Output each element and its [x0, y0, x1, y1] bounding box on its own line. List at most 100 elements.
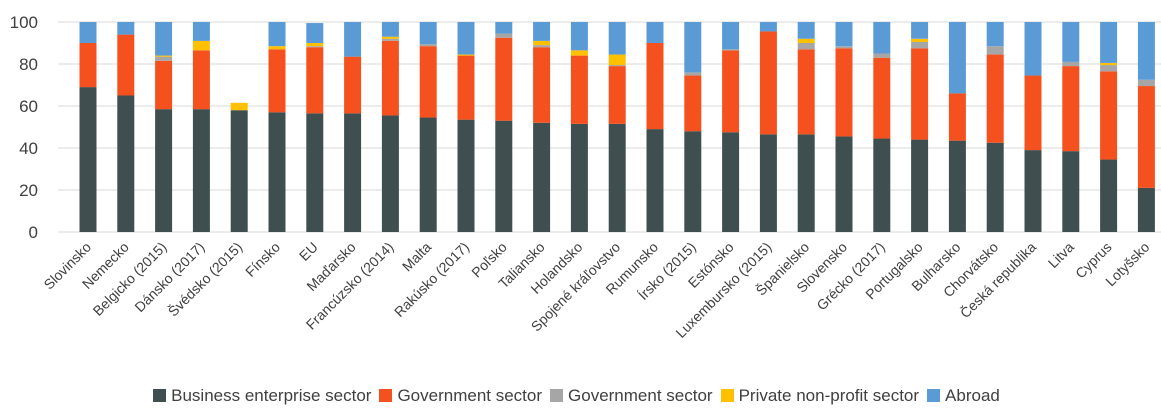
bar-segment [570, 50, 588, 56]
legend-swatch [379, 389, 393, 402]
bar-segment [457, 119, 475, 232]
x-tick-label: EU [296, 239, 321, 264]
bar-segment [873, 57, 891, 139]
y-tick-label: 60 [19, 97, 38, 116]
bar-segment [1100, 159, 1118, 232]
bar-segment [911, 139, 929, 232]
bar-segment [306, 46, 324, 48]
bar-segment [835, 48, 853, 137]
x-tick-label: Malta [399, 239, 435, 275]
bar-segment [986, 54, 1004, 143]
bar-segment [911, 22, 929, 39]
x-tick-label: Litva [1045, 239, 1077, 271]
bar-segment [986, 46, 1004, 55]
bar-segment [344, 56, 362, 114]
bar-segment [419, 22, 437, 45]
bar-segment [79, 43, 97, 88]
bar-segment [268, 46, 286, 50]
bar-segment [344, 113, 362, 232]
legend-item: Private non-profit sector [720, 386, 919, 406]
bar-segment [1024, 150, 1042, 232]
legend-item: Government sector [550, 386, 713, 406]
bar-segment [1137, 187, 1155, 232]
bar-segment [495, 33, 513, 38]
bar-segment [192, 109, 210, 232]
legend-swatch [550, 389, 564, 402]
bar-segment [1137, 79, 1155, 87]
bar-segment [419, 44, 437, 47]
bar-segment [948, 22, 966, 94]
bar-segment [797, 22, 815, 39]
bar-segment [268, 22, 286, 47]
bar-segment [230, 110, 248, 232]
bar-segment [457, 55, 475, 120]
bar-segment [873, 53, 891, 58]
bar-segment [835, 46, 853, 49]
bar-segment [759, 31, 777, 135]
bar-segment [759, 22, 777, 32]
bar-segment [155, 22, 173, 56]
bar-segment [646, 22, 664, 43]
bar-segment [457, 54, 475, 56]
bar-segment [948, 93, 966, 141]
legend-item: Government sector [379, 386, 542, 406]
bar-segment [306, 43, 324, 47]
y-tick-label: 20 [19, 181, 38, 200]
x-tick-label: Fínsko [242, 239, 283, 280]
bar-segment [533, 47, 551, 123]
bar-segment [948, 140, 966, 232]
bar-segment [722, 49, 740, 51]
bar-segment [684, 75, 702, 132]
bar-segment [1062, 151, 1080, 232]
legend-label: Business enterprise sector [171, 386, 372, 405]
bar-segment [759, 134, 777, 232]
bar-segment [117, 34, 135, 96]
bar-segment [1137, 22, 1155, 80]
bar-segment [457, 22, 475, 55]
bar-segment [911, 38, 929, 42]
bar-segment [381, 115, 399, 232]
bar-segment [1024, 22, 1042, 76]
bar-segment [533, 22, 551, 41]
bar-segment [646, 129, 664, 232]
bar-segment [495, 22, 513, 34]
legend-label: Abroad [945, 386, 1000, 405]
bar-segment [495, 120, 513, 232]
bar-segment [684, 22, 702, 73]
bar-segment [835, 136, 853, 232]
bar-segment [873, 22, 891, 54]
bar-segment [155, 60, 173, 110]
bar-segment [911, 48, 929, 140]
bar-segment [1062, 22, 1080, 62]
bar-segment [381, 40, 399, 116]
bar-segment [1024, 75, 1042, 151]
bar-segment [117, 95, 135, 232]
bar-segment [1100, 22, 1118, 63]
bar-segment [797, 43, 815, 50]
bar-segment [722, 50, 740, 133]
bar-segment [570, 22, 588, 51]
bar-segment [722, 22, 740, 50]
bar-segment [306, 113, 324, 232]
bar-segment [1100, 65, 1118, 72]
bar-segment [722, 132, 740, 232]
bar-segment [608, 22, 626, 55]
bar-segment [1062, 61, 1080, 67]
legend-label: Government sector [568, 386, 713, 405]
bar-segment [381, 38, 399, 41]
bar-segment [192, 50, 210, 110]
bar-segment [381, 22, 399, 37]
bar-segment [155, 56, 173, 61]
bar-segment [1100, 62, 1118, 66]
bar-segment [381, 36, 399, 39]
bar-segment [986, 142, 1004, 232]
bar-segment [911, 41, 929, 49]
bar-segment [306, 23, 324, 43]
legend-swatch [153, 389, 167, 402]
bar-segment [570, 55, 588, 124]
y-tick-label: 40 [19, 139, 38, 158]
legend-item: Abroad [927, 386, 1000, 406]
bar-segment [495, 37, 513, 121]
